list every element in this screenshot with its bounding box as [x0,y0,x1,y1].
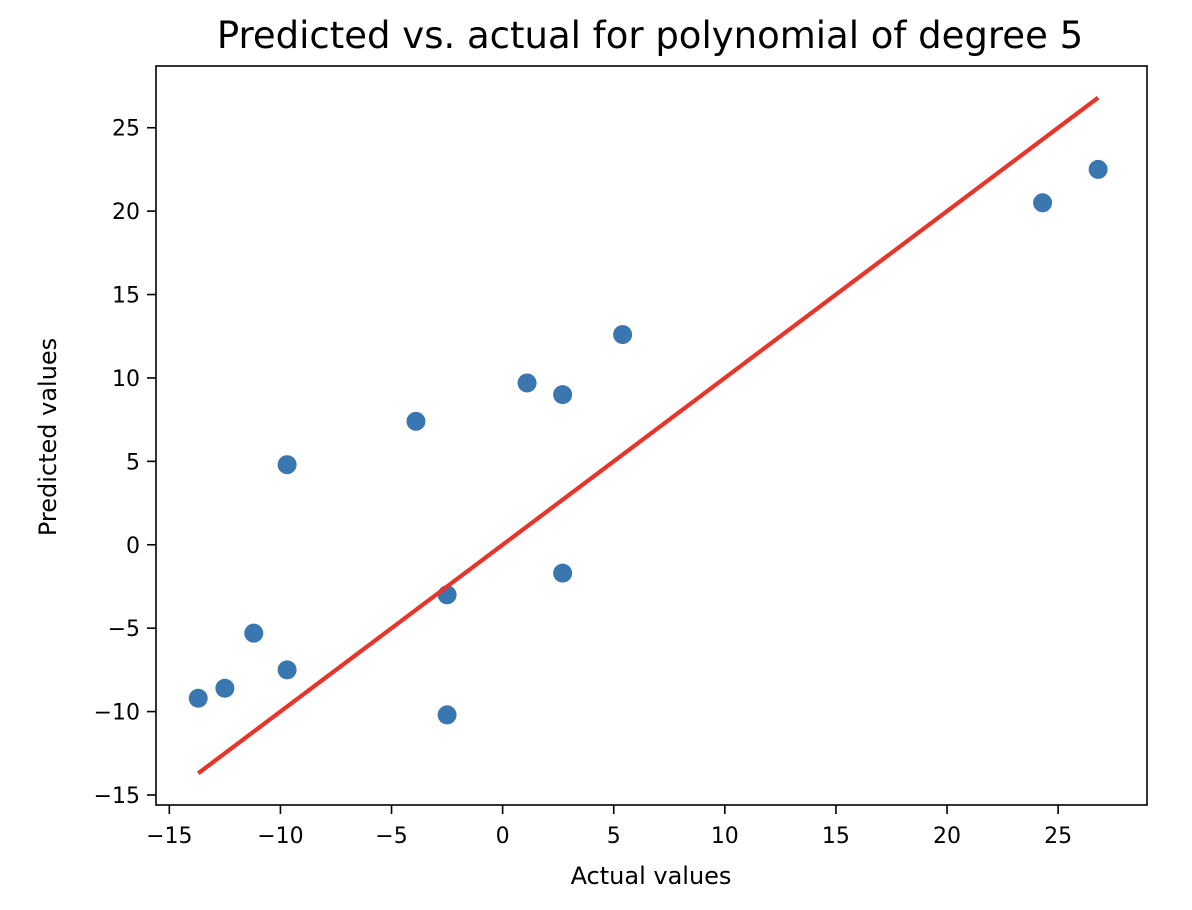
y-tick-label: −5 [108,617,140,642]
x-axis-label: Actual values [571,862,732,890]
y-tick-label: 25 [112,117,140,142]
data-point [215,678,235,698]
x-tick-label: −15 [146,824,192,849]
x-tick-label: 20 [933,824,961,849]
y-tick-label: 0 [126,534,140,559]
x-tick-label: 0 [496,824,510,849]
y-tick-label: −10 [94,701,140,726]
data-point [517,373,537,393]
ideal-fit-line [196,96,1100,775]
y-tick-label: 10 [112,367,140,392]
data-point [188,688,208,708]
data-point [1033,193,1053,213]
y-tick-label: 15 [112,284,140,309]
y-tick-label: −15 [94,784,140,809]
x-tick-label: −10 [257,824,303,849]
data-point [553,563,573,583]
y-tick-label: 5 [126,450,140,475]
data-point [437,705,457,725]
y-axis-label: Predicted values [34,338,62,536]
data-point [277,455,297,475]
x-tick-label: 15 [822,824,850,849]
data-point [277,660,297,680]
x-tick-label: 25 [1044,824,1072,849]
axes-frame [155,65,1148,806]
x-tick-label: −5 [375,824,407,849]
data-point [244,623,264,643]
data-point [553,385,573,405]
data-point [613,325,633,345]
data-point [1088,159,1108,179]
plot-area: −15 −10 −5 0 5 10 15 20 25 −15 −10 −5 0 5 10 15 20 25 [94,65,1148,849]
chart-title: Predicted vs. actual for polynomial of d… [217,14,1083,57]
data-point [406,411,426,431]
x-tick-label: 5 [607,824,621,849]
y-tick-label: 20 [112,200,140,225]
x-tick-label: 10 [711,824,739,849]
